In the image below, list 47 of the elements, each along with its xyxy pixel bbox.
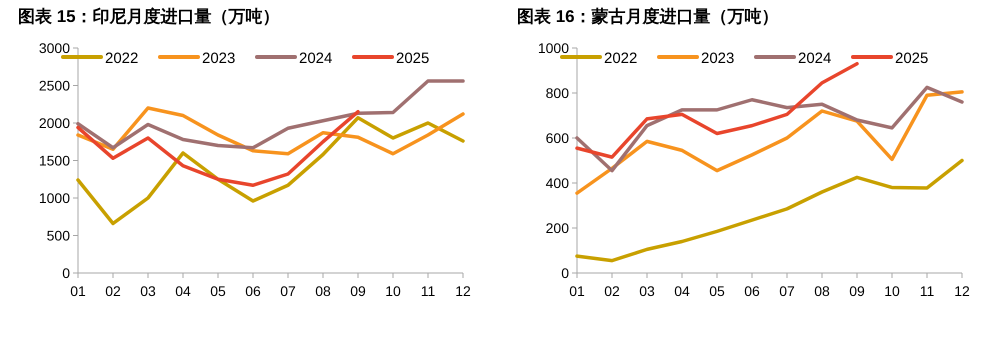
x-tick-label: 08 [315,283,331,299]
x-tick-label: 02 [604,283,620,299]
y-tick-label: 0 [62,265,70,281]
x-tick-label: 04 [175,283,191,299]
y-tick-label: 500 [46,228,70,244]
x-tick-label: 03 [140,283,156,299]
x-tick-label: 03 [639,283,655,299]
x-tick-label: 10 [385,283,401,299]
legend-label: 2022 [604,50,638,67]
x-tick-label: 11 [420,283,436,299]
x-tick-label: 05 [210,283,226,299]
x-tick-label: 02 [105,283,121,299]
chart-title: 图表 16：蒙古月度进口量（万吨） [517,7,779,26]
x-tick-label: 06 [245,283,261,299]
y-tick-label: 1000 [38,190,70,206]
x-tick-label: 11 [920,283,934,299]
y-tick-label: 400 [546,175,570,191]
y-tick-label: 200 [546,220,570,236]
x-tick-label: 06 [744,283,760,299]
x-tick-label: 09 [849,283,865,299]
legend-label: 2022 [105,50,138,67]
x-tick-label: 04 [674,283,690,299]
y-tick-label: 3000 [38,40,70,56]
x-tick-label: 08 [814,283,830,299]
legend-label: 2023 [202,50,236,67]
y-tick-label: 1000 [538,40,570,56]
y-tick-label: 600 [546,130,570,146]
legend-label: 2025 [396,50,430,67]
chart-title: 图表 15：印尼月度进口量（万吨） [18,7,280,26]
x-tick-label: 01 [70,283,86,299]
legend-label: 2024 [798,50,832,67]
x-tick-label: 09 [350,283,366,299]
y-tick-label: 800 [546,85,570,101]
y-tick-label: 2500 [38,78,70,94]
y-tick-label: 1500 [38,152,70,168]
x-tick-label: 10 [884,283,900,299]
y-tick-label: 0 [561,265,570,281]
legend-label: 2025 [895,50,928,67]
x-tick-label: 07 [280,283,296,299]
x-tick-label: 12 [954,283,970,299]
x-tick-label: 07 [779,283,795,299]
legend-label: 2023 [701,50,734,67]
x-tick-label: 05 [709,283,725,299]
legend-label: 2024 [299,50,332,67]
y-tick-label: 2000 [38,115,70,131]
x-tick-label: 01 [569,283,585,299]
x-tick-label: 12 [455,283,471,299]
